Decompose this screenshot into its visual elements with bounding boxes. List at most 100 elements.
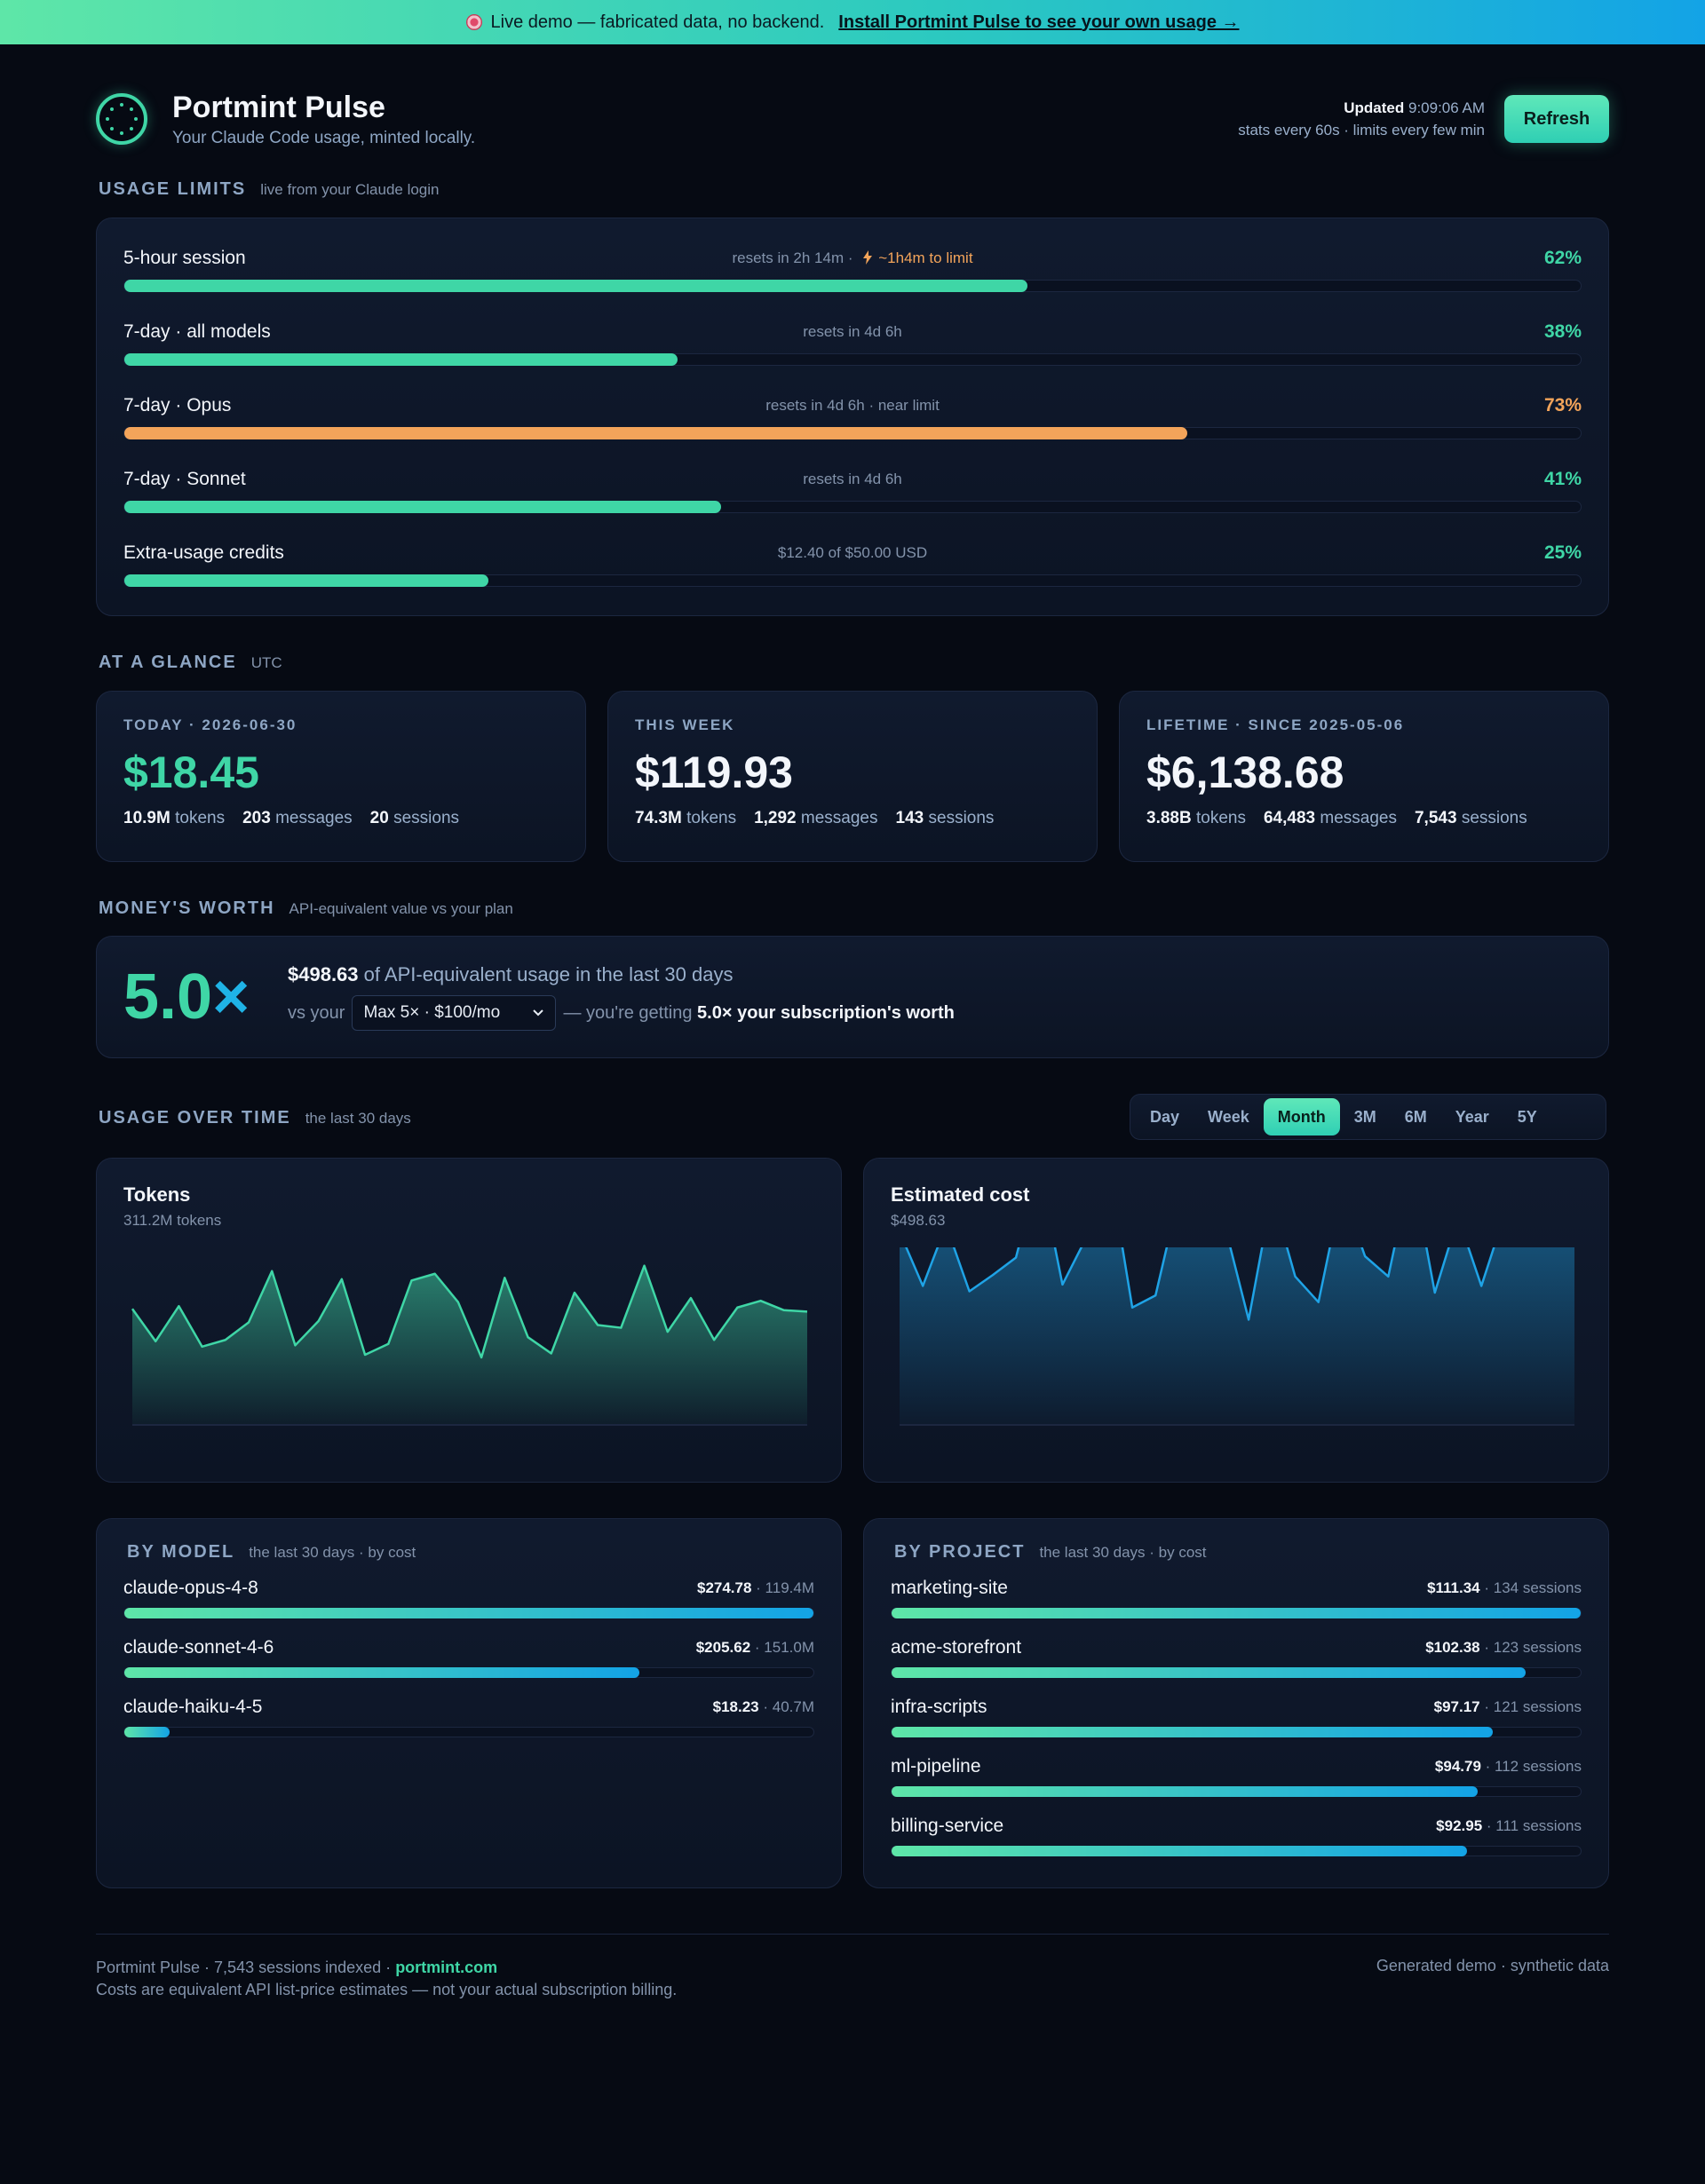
footer-info: Portmint Pulse · 7,543 sessions indexed … [96,1957,677,2001]
api-value-amount: $498.63 [288,963,359,985]
brand: Portmint Pulse Your Claude Code usage, m… [96,91,475,148]
by-model-heading: BY MODEL the last 30 days · by cost [127,1542,416,1562]
range-tab-3m[interactable]: 3M [1353,1108,1376,1126]
limit-progress-bar [123,574,1582,587]
model-row: claude-haiku-4-5 $18.23 · 40.7M [123,1694,814,1741]
update-status: Updated 9:09:06 AM stats every 60s · lim… [1238,97,1485,141]
project-row: infra-scripts $97.17 · 121 sessions [891,1694,1582,1741]
row-header: claude-haiku-4-5 $18.23 · 40.7M [123,1694,814,1721]
limit-percent: 38% [1543,321,1582,342]
row-bar-fill [892,1786,1479,1797]
limit-reset-text: $12.40 of $50.00 USD [777,544,928,561]
glance-stat-tokens: 74.3M tokens [635,809,736,827]
row-detail: · 119.4M [756,1579,814,1596]
glance-stat-tokens: 10.9M tokens [123,809,225,827]
logo-dot [130,107,134,111]
moneys-worth-card: 5.0× $498.63 of API-equivalent usage in … [96,936,1609,1058]
by-model-card: BY MODEL the last 30 days · by cost claud… [96,1518,842,1888]
row-bar-fill [124,1727,170,1737]
logo-dot [109,107,114,111]
chart-title: Estimated cost [891,1183,1030,1206]
glance-stat-sessions: 7,543 sessions [1415,809,1527,827]
api-value-text: of API-equivalent usage in the last 30 d… [363,963,734,985]
install-link[interactable]: Install Portmint Pulse to see your own u… [838,12,1240,32]
stat-unit: sessions [393,809,460,827]
stat-value: 74.3M [635,809,682,827]
row-detail: · 123 sessions [1484,1639,1582,1656]
row-bar-fill [892,1846,1467,1856]
range-tab-week[interactable]: Week [1208,1108,1249,1126]
limit-label: 7-day · all models [123,321,271,342]
area-fill [900,1247,1574,1425]
worth-text: — you're getting [563,1002,693,1023]
logo-dot [130,127,134,131]
section-title: USAGE OVER TIME [99,1108,291,1128]
project-row: acme-storefront $102.38 · 123 sessions [891,1634,1582,1682]
limit-percent: 73% [1543,395,1582,415]
limit-reset-text: resets in 2h 14m · [732,249,853,266]
row-name: claude-haiku-4-5 [123,1697,263,1717]
section-subtitle: API-equivalent value vs your plan [289,900,513,917]
row-cost: $94.79 [1434,1758,1481,1775]
plan-select[interactable]: Max 5× · $100/mo [352,995,557,1031]
row-header: marketing-site $111.34 · 134 sessions [891,1575,1582,1602]
row-name: billing-service [891,1816,1004,1836]
plan-selected-value: Max 5× · $100/mo [363,1003,501,1022]
limit-row: 7-day · Sonnet resets in 4d 6h 41% [123,464,1582,538]
refresh-button[interactable]: Refresh [1504,95,1609,143]
limit-reset-info: resets in 4d 6h [123,471,1582,488]
glance-stat-tokens: 3.88B tokens [1146,809,1246,827]
chart-title: Tokens [123,1183,191,1206]
value-ratio: 5.0× [123,961,250,1033]
logo-dot [106,117,109,121]
glance-label: TODAY · 2026-06-30 [123,716,297,733]
range-tab-month[interactable]: Month [1263,1098,1340,1136]
limit-label: 7-day · Opus [123,395,232,415]
model-row: claude-opus-4-8 $274.78 · 119.4M [123,1575,814,1622]
glance-value: $119.93 [635,748,793,797]
glance-stats: 10.9M tokens 203 messages 20 sessions [123,809,559,828]
at-a-glance-heading: AT A GLANCE UTC [99,653,282,673]
stat-value: 203 [242,809,271,827]
usage-limits-card: 5-hour session resets in 2h 14m · ~1h4m t… [96,218,1609,616]
glance-stat-messages: 203 messages [242,809,353,827]
row-detail: · 111 sessions [1486,1817,1582,1834]
stat-value: 10.9M [123,809,170,827]
row-header: claude-opus-4-8 $274.78 · 119.4M [123,1575,814,1602]
range-selector: Day Week Month 3M 6M Year 5Y [1130,1094,1606,1140]
stat-value: 20 [369,809,389,827]
project-row: billing-service $92.95 · 111 sessions [891,1813,1582,1860]
footer-text: Portmint Pulse · 7,543 sessions indexed … [96,1958,392,1976]
row-detail: · 112 sessions [1485,1758,1582,1775]
row-bar-fill [892,1667,1526,1678]
stat-value: 1,292 [754,809,797,827]
limit-row: 7-day · all models resets in 4d 6h 38% [123,317,1582,391]
limit-progress-bar [123,501,1582,513]
demo-banner: Live demo — fabricated data, no backend.… [0,0,1705,44]
glance-value: $18.45 [123,748,259,797]
portmint-link[interactable]: portmint.com [395,1958,498,1976]
range-tab-5y[interactable]: 5Y [1517,1108,1537,1126]
limit-row-header: 7-day · all models resets in 4d 6h 38% [123,317,1582,347]
glance-label: THIS WEEK [635,716,735,733]
limit-progress-fill [124,574,488,587]
stat-unit: sessions [928,809,995,827]
row-bar [891,1727,1582,1737]
range-tab-6m[interactable]: 6M [1404,1108,1427,1126]
glance-stats: 74.3M tokens 1,292 messages 143 sessions [635,809,1070,828]
range-tab-year[interactable]: Year [1455,1108,1489,1126]
limit-row: 5-hour session resets in 2h 14m · ~1h4m t… [123,243,1582,317]
glance-stat-messages: 1,292 messages [754,809,877,827]
glance-value: $6,138.68 [1146,748,1344,797]
footer-note: Generated demo · synthetic data [1376,1957,1609,1974]
stat-value: 64,483 [1263,809,1316,827]
row-value: $18.23 · 40.7M [713,1698,814,1716]
row-bar [891,1608,1582,1618]
section-subtitle: live from your Claude login [260,181,440,198]
row-bar-fill [892,1727,1494,1737]
limit-reset-text: resets in 4d 6h · near limit [765,397,940,414]
range-tab-day[interactable]: Day [1150,1108,1180,1126]
limit-reset-text: resets in 4d 6h [803,471,902,487]
stat-unit: tokens [1195,809,1246,827]
logo-dot [134,117,138,121]
